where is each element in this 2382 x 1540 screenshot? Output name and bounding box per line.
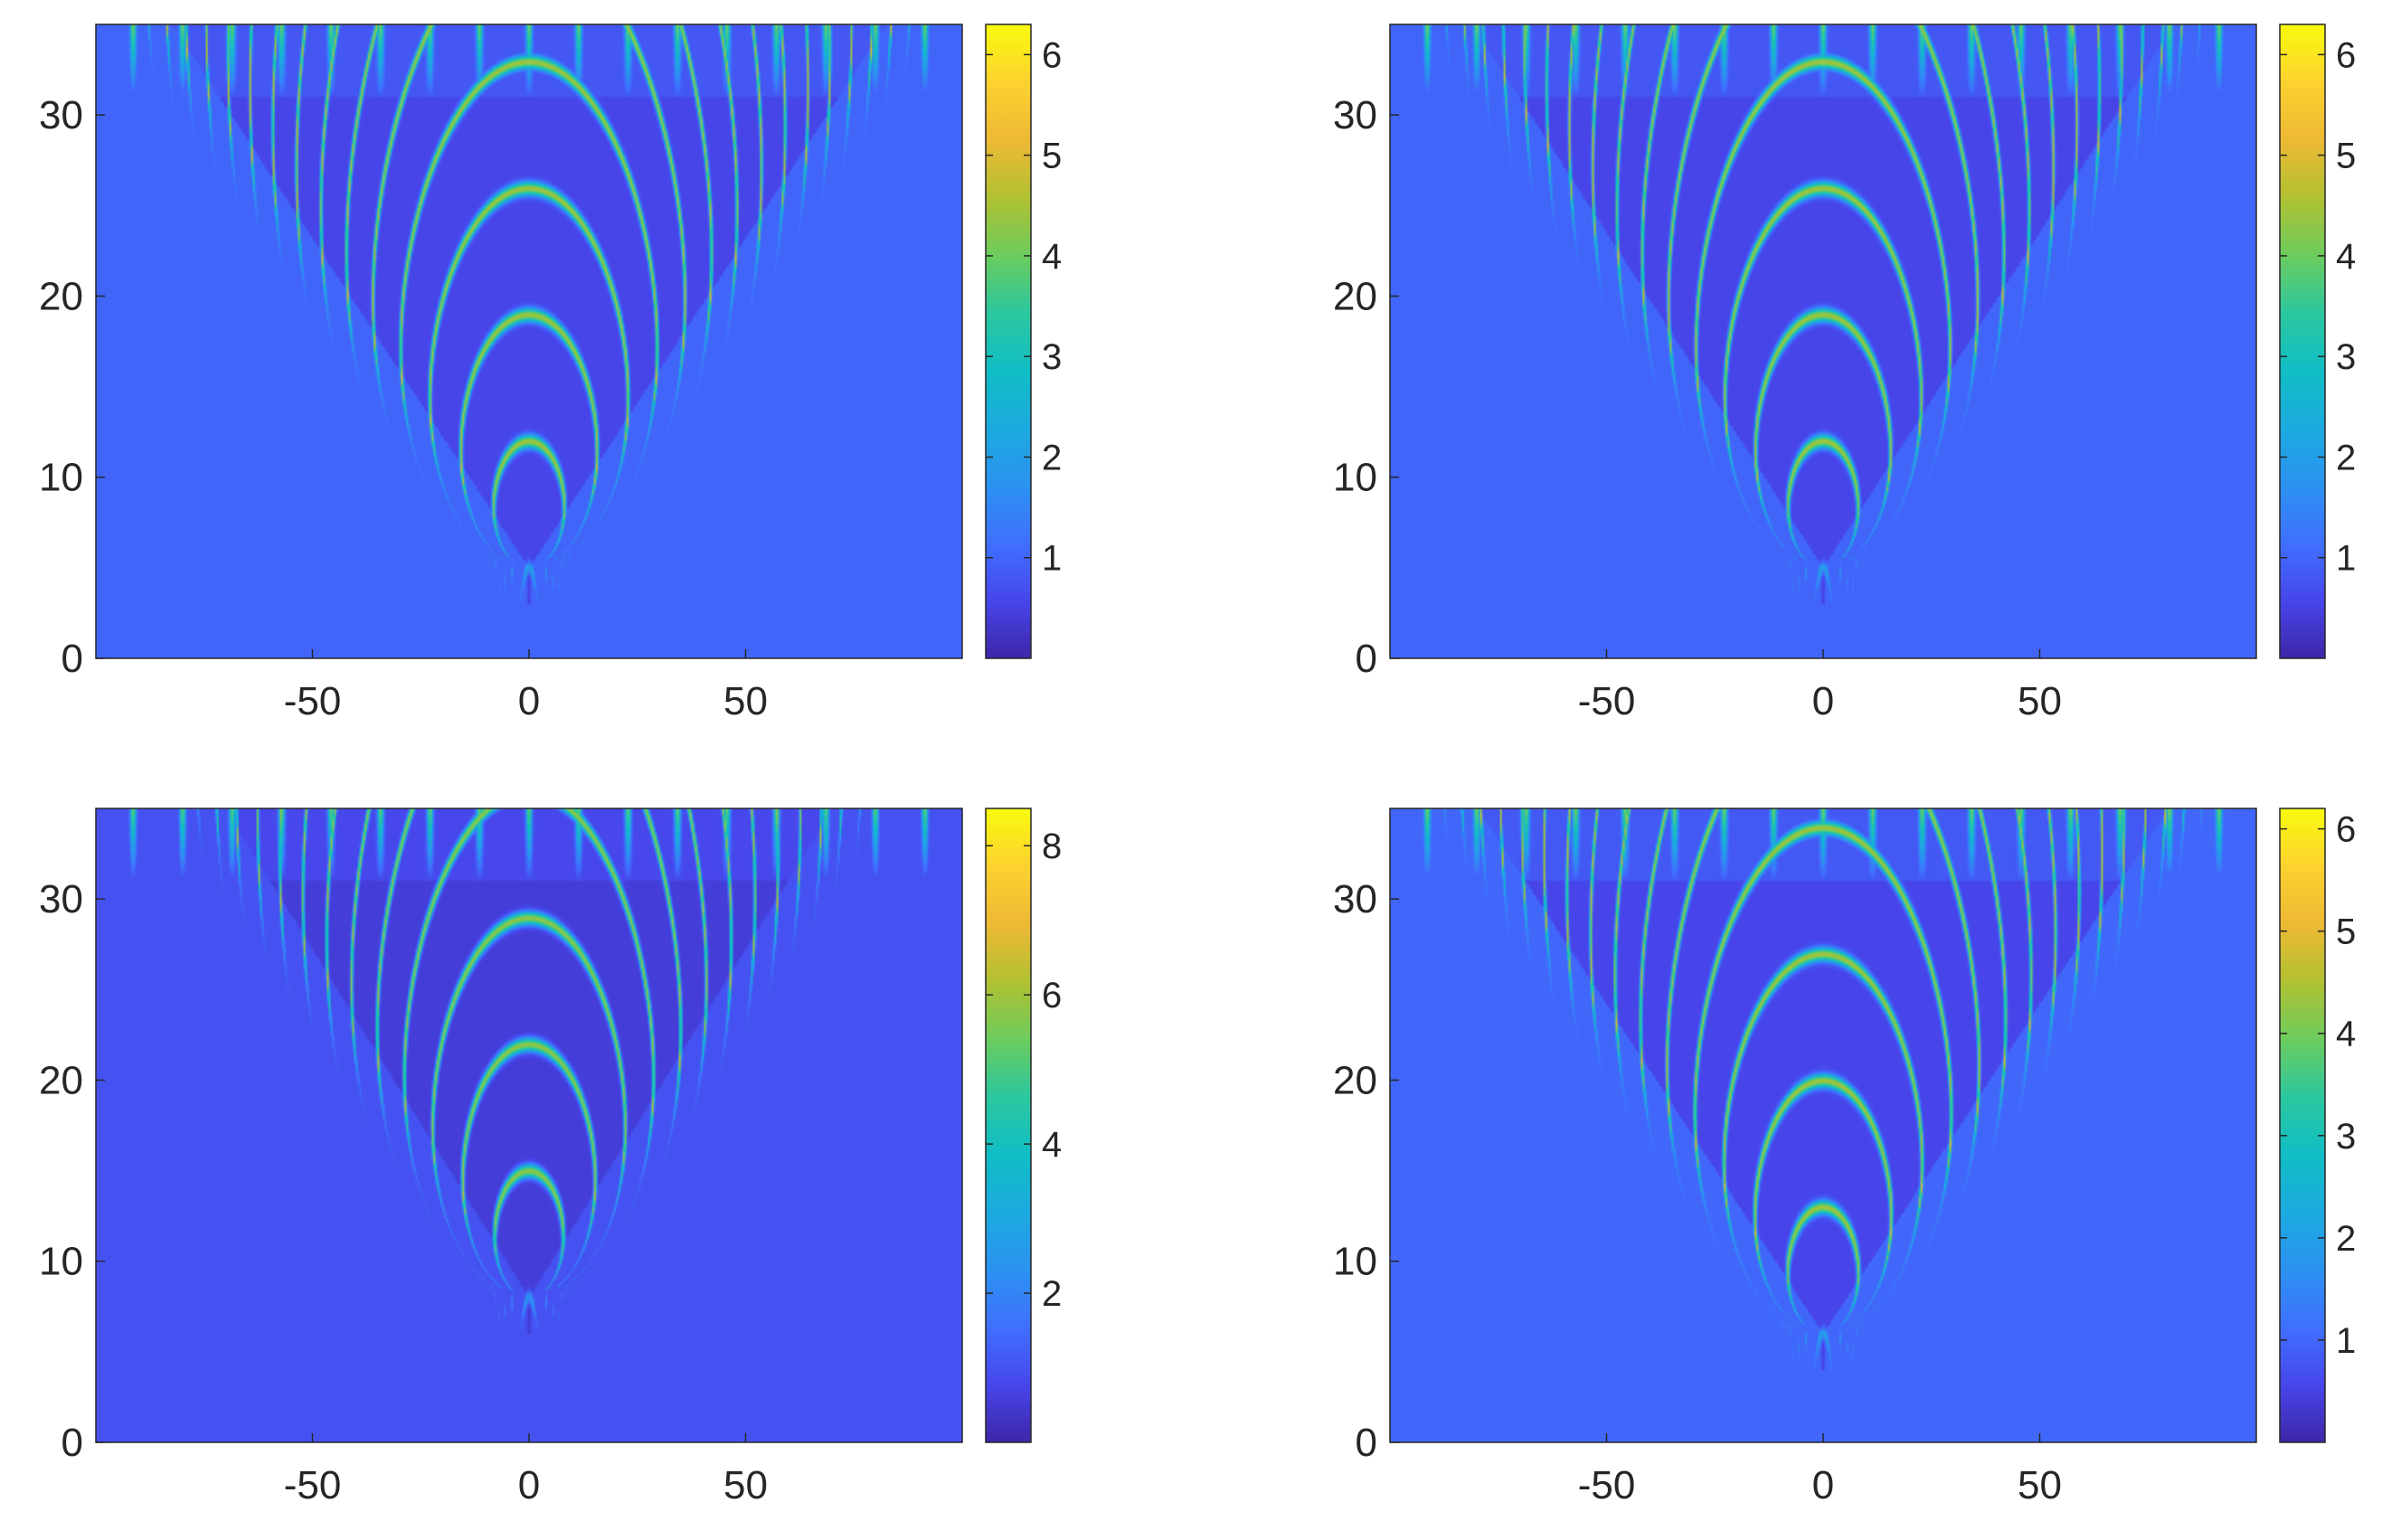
heatmap-image — [96, 808, 962, 1442]
y-tick-label: 10 — [1333, 1240, 1377, 1284]
colorbar-tick-label: 1 — [2336, 539, 2356, 579]
colorbar: 1 2 3 4 5 6 — [985, 24, 1062, 659]
y-tick-label: 30 — [39, 877, 83, 921]
colorbar-bar — [2279, 24, 2326, 659]
heatmap-panel-3: -50 0 50 0 10 20 30 2 4 6 8 — [39, 808, 1062, 1507]
colorbar-tick-label: 2 — [1042, 1274, 1062, 1314]
x-tick-label: 0 — [518, 679, 540, 723]
x-tick-label: 0 — [1812, 1463, 1834, 1507]
colorbar-tick-label: 5 — [2336, 912, 2356, 952]
colorbar: 1 2 3 4 5 6 — [2279, 808, 2356, 1443]
y-tick-label: 0 — [1356, 637, 1377, 681]
colorbar-tick-label: 4 — [1042, 1125, 1062, 1165]
colorbar-tick-label: 4 — [2336, 1015, 2356, 1054]
heatmap-image — [1390, 808, 2256, 1442]
colorbar-bar — [2279, 808, 2326, 1443]
heatmap-image — [1390, 24, 2256, 658]
colorbar-tick-label: 2 — [2336, 1219, 2356, 1259]
colorbar-tick-label: 3 — [2336, 1117, 2356, 1157]
y-tick-label: 20 — [1333, 274, 1377, 318]
y-tick-label: 20 — [1333, 1058, 1377, 1102]
heatmap-panel-4: -50 0 50 0 10 20 30 1 2 3 4 5 6 — [1333, 808, 2356, 1507]
x-tick-label: -50 — [284, 679, 342, 723]
y-tick-label: 10 — [39, 456, 83, 500]
y-tick-label: 30 — [39, 93, 83, 137]
y-tick-label: 30 — [1333, 93, 1377, 137]
colorbar-tick-label: 2 — [2336, 438, 2356, 477]
y-tick-label: 10 — [39, 1240, 83, 1284]
y-tick-label: 0 — [61, 1421, 83, 1465]
heatmap-panel-2: -50 0 50 0 10 20 30 1 2 3 4 5 6 — [1333, 24, 2356, 723]
colorbar-tick-label: 5 — [2336, 137, 2356, 176]
heatmap-panel-1: -50 0 50 0 10 20 30 1 2 3 4 5 6 — [39, 24, 1062, 723]
x-tick-label: -50 — [284, 1463, 342, 1507]
x-tick-label: 50 — [2018, 679, 2062, 723]
colorbar-tick-label: 6 — [1042, 976, 1062, 1016]
colorbar-tick-label: 6 — [2336, 35, 2356, 75]
colorbar-tick-label: 8 — [1042, 827, 1062, 866]
heatmap-image — [96, 24, 962, 658]
colorbar-tick-label: 1 — [2336, 1321, 2356, 1361]
colorbar-tick-label: 3 — [1042, 337, 1062, 377]
x-tick-label: 50 — [723, 1463, 768, 1507]
y-tick-label: 30 — [1333, 877, 1377, 921]
x-tick-label: -50 — [1578, 1463, 1636, 1507]
colorbar: 2 4 6 8 — [985, 808, 1062, 1443]
x-tick-label: 50 — [2018, 1463, 2062, 1507]
colorbar: 1 2 3 4 5 6 — [2279, 24, 2356, 659]
x-tick-label: 0 — [1812, 679, 1834, 723]
y-tick-label: 10 — [1333, 456, 1377, 500]
colorbar-tick-label: 3 — [2336, 337, 2356, 377]
y-tick-label: 20 — [39, 1058, 83, 1102]
colorbar-tick-label: 6 — [2336, 810, 2356, 850]
colorbar-bar — [985, 808, 1032, 1443]
y-tick-label: 0 — [61, 637, 83, 681]
colorbar-tick-label: 2 — [1042, 438, 1062, 477]
x-tick-label: -50 — [1578, 679, 1636, 723]
colorbar-tick-label: 6 — [1042, 35, 1062, 75]
colorbar-tick-label: 4 — [1042, 237, 1062, 277]
colorbar-tick-label: 4 — [2336, 237, 2356, 277]
colorbar-tick-label: 1 — [1042, 539, 1062, 579]
y-tick-label: 0 — [1356, 1421, 1377, 1465]
colorbar-bar — [985, 24, 1032, 659]
colorbar-tick-label: 5 — [1042, 137, 1062, 176]
x-tick-label: 50 — [723, 679, 768, 723]
y-tick-label: 20 — [39, 274, 83, 318]
x-tick-label: 0 — [518, 1463, 540, 1507]
